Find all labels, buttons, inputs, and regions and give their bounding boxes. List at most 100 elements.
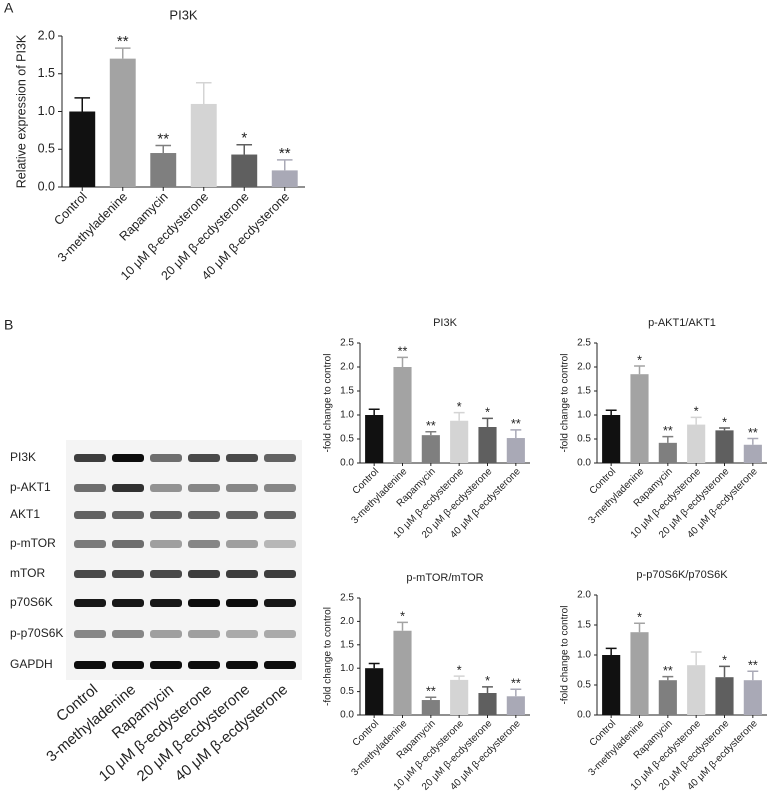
blot-band <box>74 484 106 492</box>
error-bar <box>605 647 617 655</box>
blot-row-label: p-p70S6K <box>10 626 63 640</box>
bar <box>271 170 298 187</box>
blot-band <box>188 511 220 519</box>
significance-label: ** <box>663 664 673 678</box>
blot-band <box>226 484 258 492</box>
error-bar <box>453 411 465 421</box>
bar <box>450 679 469 715</box>
bar <box>478 427 497 463</box>
y-tick-label: 1.5 <box>340 639 354 650</box>
blot-band <box>74 630 106 638</box>
bar <box>190 103 217 187</box>
blot-band <box>112 570 144 578</box>
blot-row-label: PI3K <box>10 450 36 464</box>
blot-row-label: GAPDH <box>10 657 53 671</box>
bar <box>715 430 734 463</box>
bar <box>393 630 412 715</box>
blot-band <box>112 484 144 492</box>
blot-band <box>264 454 296 462</box>
blot-band <box>188 570 220 578</box>
blot-band <box>112 661 144 669</box>
blot-band <box>74 540 106 548</box>
y-tick-label: 0.5 <box>340 434 354 445</box>
error-bar <box>634 622 645 633</box>
bar <box>743 444 762 463</box>
blot-band <box>74 454 106 462</box>
y-axis-label: -fold change to control <box>323 354 334 453</box>
significance-label: * <box>694 405 699 419</box>
error-bar <box>368 408 380 415</box>
chart-title: p-AKT1/AKT1 <box>648 317 716 329</box>
blot-band <box>188 484 220 492</box>
blot-band <box>112 511 144 519</box>
significance-label: * <box>457 400 462 414</box>
blot-band <box>264 630 296 638</box>
blot-band <box>188 540 220 548</box>
blot-band <box>112 540 144 548</box>
error-bar <box>662 435 674 443</box>
blot-band <box>74 661 106 669</box>
error-bar <box>482 686 493 694</box>
significance-label: ** <box>426 685 436 699</box>
y-tick-label: 0.5 <box>340 686 354 697</box>
blot-band <box>226 630 258 638</box>
bar <box>658 680 677 715</box>
error-bar <box>719 665 730 678</box>
error-bar <box>690 416 702 425</box>
significance-label: * <box>722 415 727 429</box>
blot-band <box>264 484 296 492</box>
blot-band <box>74 570 106 578</box>
panel-label: A <box>4 0 14 16</box>
y-tick-label: 0.0 <box>340 458 354 469</box>
blot-band <box>150 484 182 492</box>
significance-label: ** <box>398 345 408 359</box>
blot-band <box>112 599 144 607</box>
blot-band <box>150 511 182 519</box>
blot-band <box>226 454 258 462</box>
bar <box>69 111 96 187</box>
significance-label: * <box>485 674 490 688</box>
y-tick-label: 2.0 <box>340 362 354 373</box>
y-tick-label: 0.0 <box>38 179 55 193</box>
bar <box>715 677 734 715</box>
error-bar <box>397 356 408 367</box>
blot-band <box>264 661 296 669</box>
bar <box>506 696 525 715</box>
error-bar <box>510 688 522 697</box>
y-tick-label: 1.5 <box>577 386 591 397</box>
blot-band <box>188 599 220 607</box>
bar <box>630 374 649 463</box>
x-tick-label: Control <box>51 190 89 228</box>
y-tick-label: 2.5 <box>340 338 354 349</box>
chart-title: PI3K <box>433 317 458 329</box>
blot-band <box>264 570 296 578</box>
error-bar <box>155 144 172 154</box>
significance-label: * <box>485 406 490 420</box>
blot-band <box>264 511 296 519</box>
blot-row-label: mTOR <box>10 566 45 580</box>
error-bar <box>74 97 91 112</box>
bar <box>150 153 177 187</box>
blot-band <box>188 661 220 669</box>
error-bar <box>453 675 465 680</box>
y-tick-label: 0.5 <box>577 434 591 445</box>
error-bar <box>368 662 380 669</box>
significance-label: * <box>637 353 642 367</box>
blot-band <box>74 511 106 519</box>
error-bar <box>719 427 730 431</box>
panel-label: B <box>4 317 13 333</box>
error-bar <box>425 696 437 701</box>
significance-label: * <box>637 610 642 624</box>
blot-band <box>264 599 296 607</box>
blot-band <box>150 540 182 548</box>
error-bar <box>236 143 253 155</box>
chart-title: p-mTOR/mTOR <box>406 572 483 584</box>
blot-band <box>150 454 182 462</box>
blot-row-label: p-mTOR <box>10 536 56 550</box>
blot-band <box>188 630 220 638</box>
y-axis-label: -fold change to control <box>560 606 571 705</box>
bar <box>365 668 384 715</box>
error-bar <box>747 437 759 445</box>
significance-label: ** <box>157 130 169 147</box>
